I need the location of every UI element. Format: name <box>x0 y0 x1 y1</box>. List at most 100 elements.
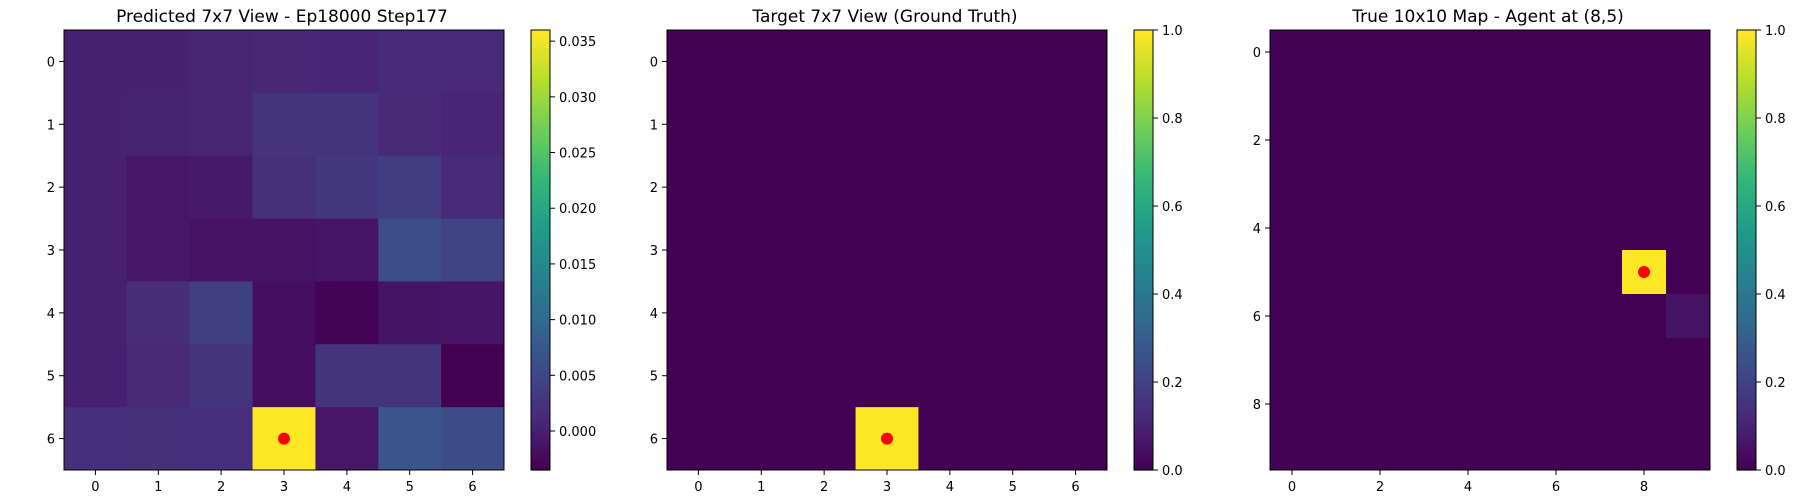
colorbar-segment <box>1737 223 1756 229</box>
x-tick-label: 1 <box>757 480 765 495</box>
y-tick-label: 5 <box>650 370 658 385</box>
colorbar-segment <box>1737 118 1756 123</box>
heatmap-cell <box>64 407 128 471</box>
colorbar-segment <box>531 219 550 225</box>
colorbar-segment <box>531 465 550 471</box>
heatmap-cell <box>315 155 379 220</box>
heatmap-cell <box>252 92 316 157</box>
heatmap-cell <box>64 281 128 345</box>
colorbar-segment <box>1134 430 1153 436</box>
colorbar-segment <box>531 412 550 418</box>
heatmap-cell <box>1490 382 1535 427</box>
colorbar-segment <box>531 276 550 282</box>
colorbar-segment <box>531 170 550 176</box>
heatmap-cell <box>855 155 919 220</box>
colorbar-segment <box>1737 30 1756 35</box>
heatmap-cell <box>1314 294 1359 339</box>
heatmap-cell <box>1622 206 1667 251</box>
heatmap-cell <box>1270 382 1315 427</box>
heatmap-cell <box>1044 218 1108 282</box>
colorbar-segment <box>1737 373 1756 379</box>
heatmap-cell <box>1270 74 1315 119</box>
heatmap-cell <box>1622 118 1667 163</box>
x-tick-label: 1 <box>154 480 162 495</box>
colorbar-segment <box>1134 78 1153 84</box>
heatmap-cell <box>189 344 254 408</box>
colorbar-segment <box>1134 364 1153 370</box>
colorbar-segment <box>1134 113 1153 119</box>
heatmap-cell <box>1044 92 1108 157</box>
x-tick-label: 6 <box>468 480 476 495</box>
colorbar-segment <box>531 324 550 330</box>
colorbar-tick-label: 0.8 <box>1765 112 1786 127</box>
heatmap-cell <box>1490 74 1535 119</box>
colorbar-tick-label: 0.4 <box>1765 288 1786 303</box>
colorbar-segment <box>1134 201 1153 207</box>
colorbar-segment <box>531 223 550 229</box>
colorbar-segment <box>1134 373 1153 379</box>
colorbar-segment <box>1737 38 1756 44</box>
heatmap-cell <box>1578 162 1623 207</box>
colorbar-tick-label: 0.015 <box>559 258 596 273</box>
colorbar-segment <box>1134 307 1153 313</box>
heatmap-cell <box>1578 294 1623 339</box>
colorbar-segment <box>1134 412 1153 418</box>
colorbar-segment <box>531 294 550 299</box>
colorbar-segment <box>1134 197 1153 203</box>
colorbar-segment <box>531 417 550 423</box>
y-tick-label: 1 <box>47 118 55 133</box>
heatmap-cell <box>1446 294 1491 339</box>
heatmap-cell <box>1270 118 1315 163</box>
colorbar-segment <box>1134 118 1153 123</box>
colorbar-segment <box>1134 386 1153 392</box>
heatmap-cell <box>792 281 857 345</box>
colorbar-segment <box>531 382 550 387</box>
heatmap-cell <box>1578 250 1623 295</box>
colorbar-segment <box>1134 280 1153 286</box>
heatmap-cell <box>1044 344 1108 408</box>
heatmap-cell <box>1490 338 1535 383</box>
heatmap-cell <box>1358 426 1403 471</box>
heatmap-cell <box>1044 155 1108 220</box>
colorbar-segment <box>1737 377 1756 383</box>
heatmap-cell <box>1490 30 1535 75</box>
colorbar-segment <box>531 360 550 365</box>
colorbar-segment <box>1737 443 1756 449</box>
heatmap-cell <box>1666 118 1711 163</box>
heatmap-cell <box>1578 426 1623 471</box>
colorbar-segment <box>531 126 550 132</box>
colorbar-segment <box>1134 60 1153 66</box>
colorbar-segment <box>1134 272 1153 277</box>
chart-title: Target 7x7 View (Ground Truth) <box>751 7 1017 27</box>
heatmap-cell <box>64 155 128 220</box>
heatmap-cell <box>1446 382 1491 427</box>
heatmap-cell <box>1578 206 1623 251</box>
colorbar-segment <box>531 166 550 172</box>
colorbar-segment <box>1737 232 1756 238</box>
heatmap-cell <box>855 281 919 345</box>
colorbar-segment <box>531 135 550 141</box>
colorbar-segment <box>531 82 550 88</box>
heatmap-cell <box>1044 407 1108 471</box>
heatmap-cell <box>1446 30 1491 75</box>
colorbar-segment <box>531 461 550 467</box>
colorbar-segment <box>1737 250 1756 255</box>
heatmap-cell <box>126 407 191 471</box>
colorbar-segment <box>1134 69 1153 75</box>
heatmap-cell <box>981 281 1045 345</box>
heatmap-cell <box>918 344 982 408</box>
colorbar-segment <box>1134 91 1153 97</box>
heatmap-cell <box>1666 294 1711 339</box>
colorbar-segment <box>1134 316 1153 321</box>
colorbar-segment <box>1134 258 1153 264</box>
heatmap-cell <box>667 155 731 220</box>
colorbar-segment <box>531 368 550 374</box>
colorbar-segment <box>1737 153 1756 159</box>
colorbar-segment <box>1737 184 1756 189</box>
heatmap-cell <box>315 344 379 408</box>
heatmap-cell <box>729 218 794 282</box>
heatmap-cell <box>441 30 505 94</box>
colorbar-segment <box>1737 241 1756 247</box>
heatmap-cell <box>189 407 254 471</box>
colorbar-segment <box>1134 56 1153 62</box>
